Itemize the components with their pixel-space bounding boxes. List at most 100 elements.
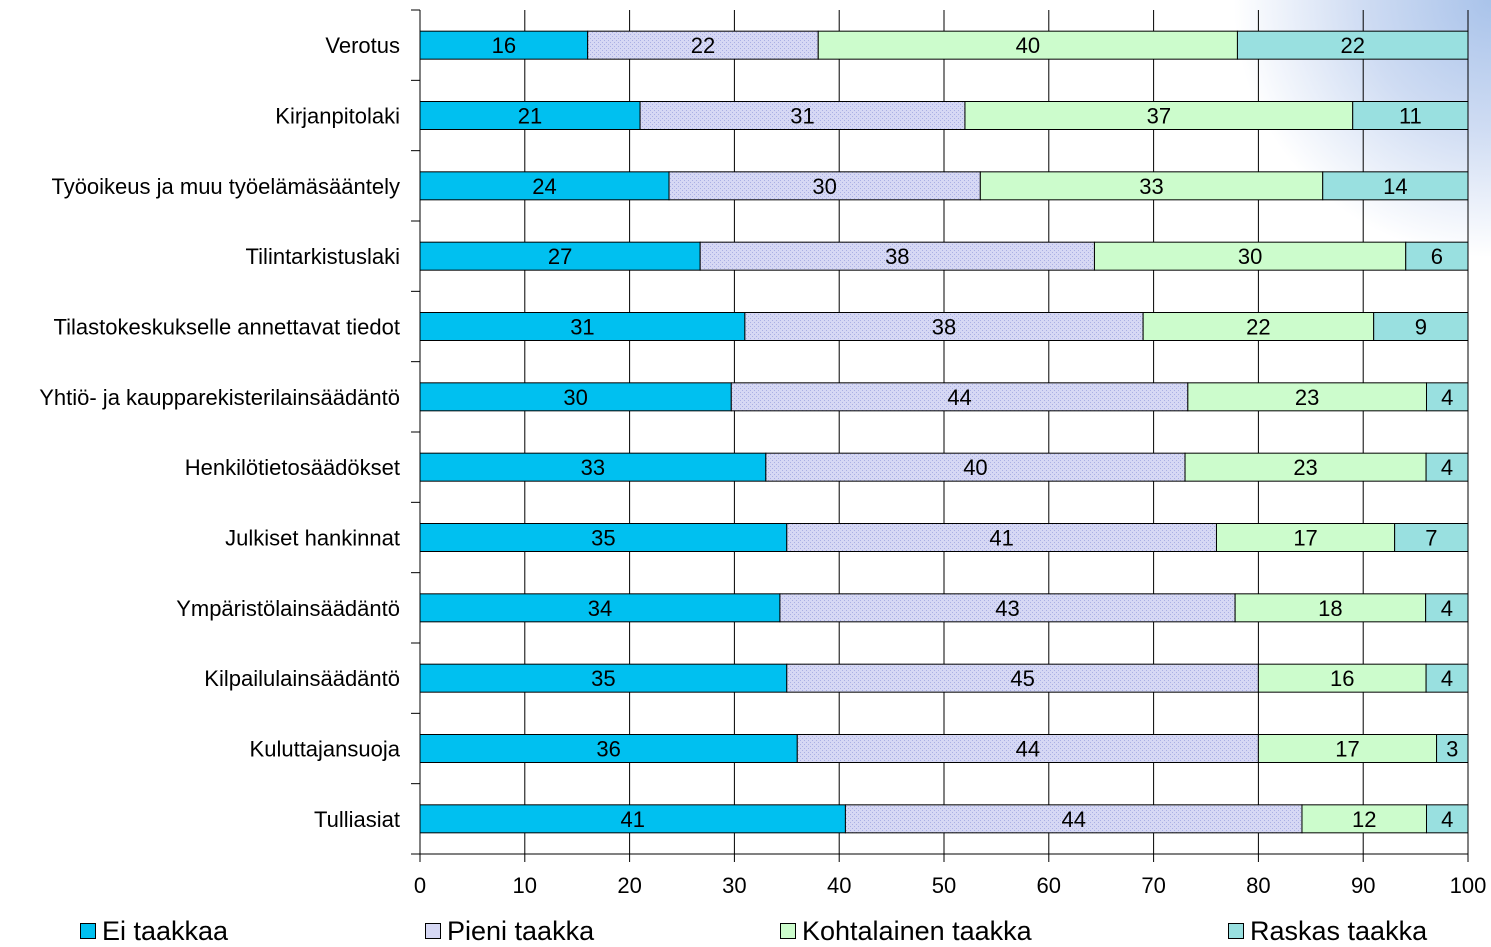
data-label: 22 (1340, 33, 1364, 58)
data-label: 44 (1061, 807, 1085, 832)
data-label: 22 (691, 33, 715, 58)
data-label: 41 (989, 526, 1013, 551)
data-label: 24 (532, 174, 556, 199)
legend-item: Pieni taakka (425, 916, 594, 946)
data-label: 18 (1318, 596, 1342, 621)
bar-3-7 (1184, 452, 1427, 482)
data-label: 41 (620, 807, 644, 832)
data-label: 4 (1441, 596, 1453, 621)
legend-item: Raskas taakka (1228, 916, 1427, 946)
data-label: 30 (1238, 244, 1262, 269)
data-label: 23 (1293, 455, 1317, 480)
category-label: Verotus (325, 33, 400, 58)
category-label: Kirjanpitolaki (275, 104, 400, 129)
bar-3-8 (1215, 523, 1396, 552)
category-label: Kuluttajansuoja (250, 737, 401, 762)
legend-label: Ei taakkaa (102, 915, 229, 946)
x-tick-label: 40 (827, 873, 851, 898)
bar-2-1 (587, 30, 819, 60)
x-tick-label: 60 (1037, 873, 1061, 898)
bar-3-3 (979, 171, 1324, 201)
data-label: 4 (1441, 455, 1453, 480)
bar-4-9 (1425, 593, 1469, 623)
bar-1-5 (419, 312, 746, 341)
data-label: 40 (963, 455, 987, 480)
legend-swatch (80, 923, 96, 939)
bar-2-2 (639, 101, 966, 130)
x-tick-label: 20 (617, 873, 641, 898)
data-label: 30 (563, 385, 587, 410)
legend-swatch (425, 923, 441, 939)
data-label: 33 (1139, 174, 1163, 199)
data-label: 7 (1425, 526, 1437, 551)
axes: Verotus Kirjanpitolaki Työoikeus ja muu ty… (39, 9, 1486, 898)
data-label: 37 (1147, 104, 1171, 129)
bar-3-12 (1301, 804, 1427, 834)
data-label: 44 (1016, 737, 1040, 762)
data-label: 12 (1352, 807, 1376, 832)
bar-3-10 (1257, 663, 1427, 693)
data-label: 6 (1431, 244, 1443, 269)
data-label: 14 (1383, 174, 1407, 199)
x-tick-label: 80 (1246, 873, 1270, 898)
bar-2-11 (796, 734, 1259, 763)
category-label: Ympäristölainsäädäntö (176, 596, 400, 621)
data-label: 4 (1441, 666, 1453, 691)
bar-3-2 (964, 101, 1354, 130)
data-label: 30 (812, 174, 836, 199)
category-label: Henkilötietosäädökset (185, 455, 400, 480)
data-label: 31 (570, 315, 594, 340)
bar-4-4 (1405, 241, 1469, 271)
bar-4-7 (1425, 452, 1469, 482)
category-label: Työoikeus ja muu työelämäsääntely (51, 174, 400, 199)
category-label: Tilintarkistuslaki (246, 244, 400, 269)
category-label: Tilastokeskukselle annettavat tiedot (54, 315, 401, 340)
legend-label: Pieni taakka (447, 915, 595, 946)
gridlines (524, 10, 1469, 854)
bar-1-7 (419, 452, 767, 482)
category-label: Kilpailulainsäädäntö (204, 666, 400, 691)
data-label: 34 (588, 596, 612, 621)
bar-2-7 (765, 452, 1186, 482)
data-label: 4 (1441, 385, 1453, 410)
bar-1-3 (419, 171, 670, 201)
data-label: 38 (932, 315, 956, 340)
data-label: 45 (1010, 666, 1034, 691)
bar-1-6 (419, 382, 732, 412)
bar-1-11 (419, 734, 798, 763)
bar-4-6 (1425, 382, 1469, 412)
data-label: 38 (885, 244, 909, 269)
data-label: 23 (1295, 385, 1319, 410)
x-tick-label: 10 (513, 873, 537, 898)
data-label: 17 (1293, 526, 1317, 551)
data-label: 16 (1330, 666, 1354, 691)
bar-4-12 (1425, 804, 1469, 834)
category-label: Yhtiö- ja kaupparekisterilainsäädäntö (39, 385, 400, 410)
bar-1-9 (419, 593, 781, 623)
data-label: 9 (1415, 315, 1427, 340)
data-label: 43 (995, 596, 1019, 621)
x-tick-label: 90 (1351, 873, 1375, 898)
data-label: 27 (548, 244, 572, 269)
data-label: 16 (492, 33, 516, 58)
bar-2-8 (786, 523, 1217, 552)
data-label: 3 (1446, 737, 1458, 762)
bar-2-10 (786, 663, 1259, 693)
bar-4-5 (1373, 312, 1469, 341)
bar-4-3 (1322, 171, 1469, 201)
bar-4-11 (1436, 734, 1469, 763)
bar-4-10 (1425, 663, 1469, 693)
data-label: 4 (1441, 807, 1453, 832)
data-label: 33 (581, 455, 605, 480)
category-label: Tulliasiat (314, 807, 400, 832)
bar-3-6 (1187, 382, 1427, 412)
data-label: 35 (591, 526, 615, 551)
bar-4-8 (1394, 523, 1469, 552)
data-label: 11 (1399, 104, 1422, 129)
bar-3-1 (817, 30, 1238, 60)
legend-item: Ei taakkaa (80, 916, 228, 946)
bar-2-12 (844, 804, 1303, 834)
data-label: 36 (596, 737, 620, 762)
bar-3-11 (1257, 734, 1438, 763)
